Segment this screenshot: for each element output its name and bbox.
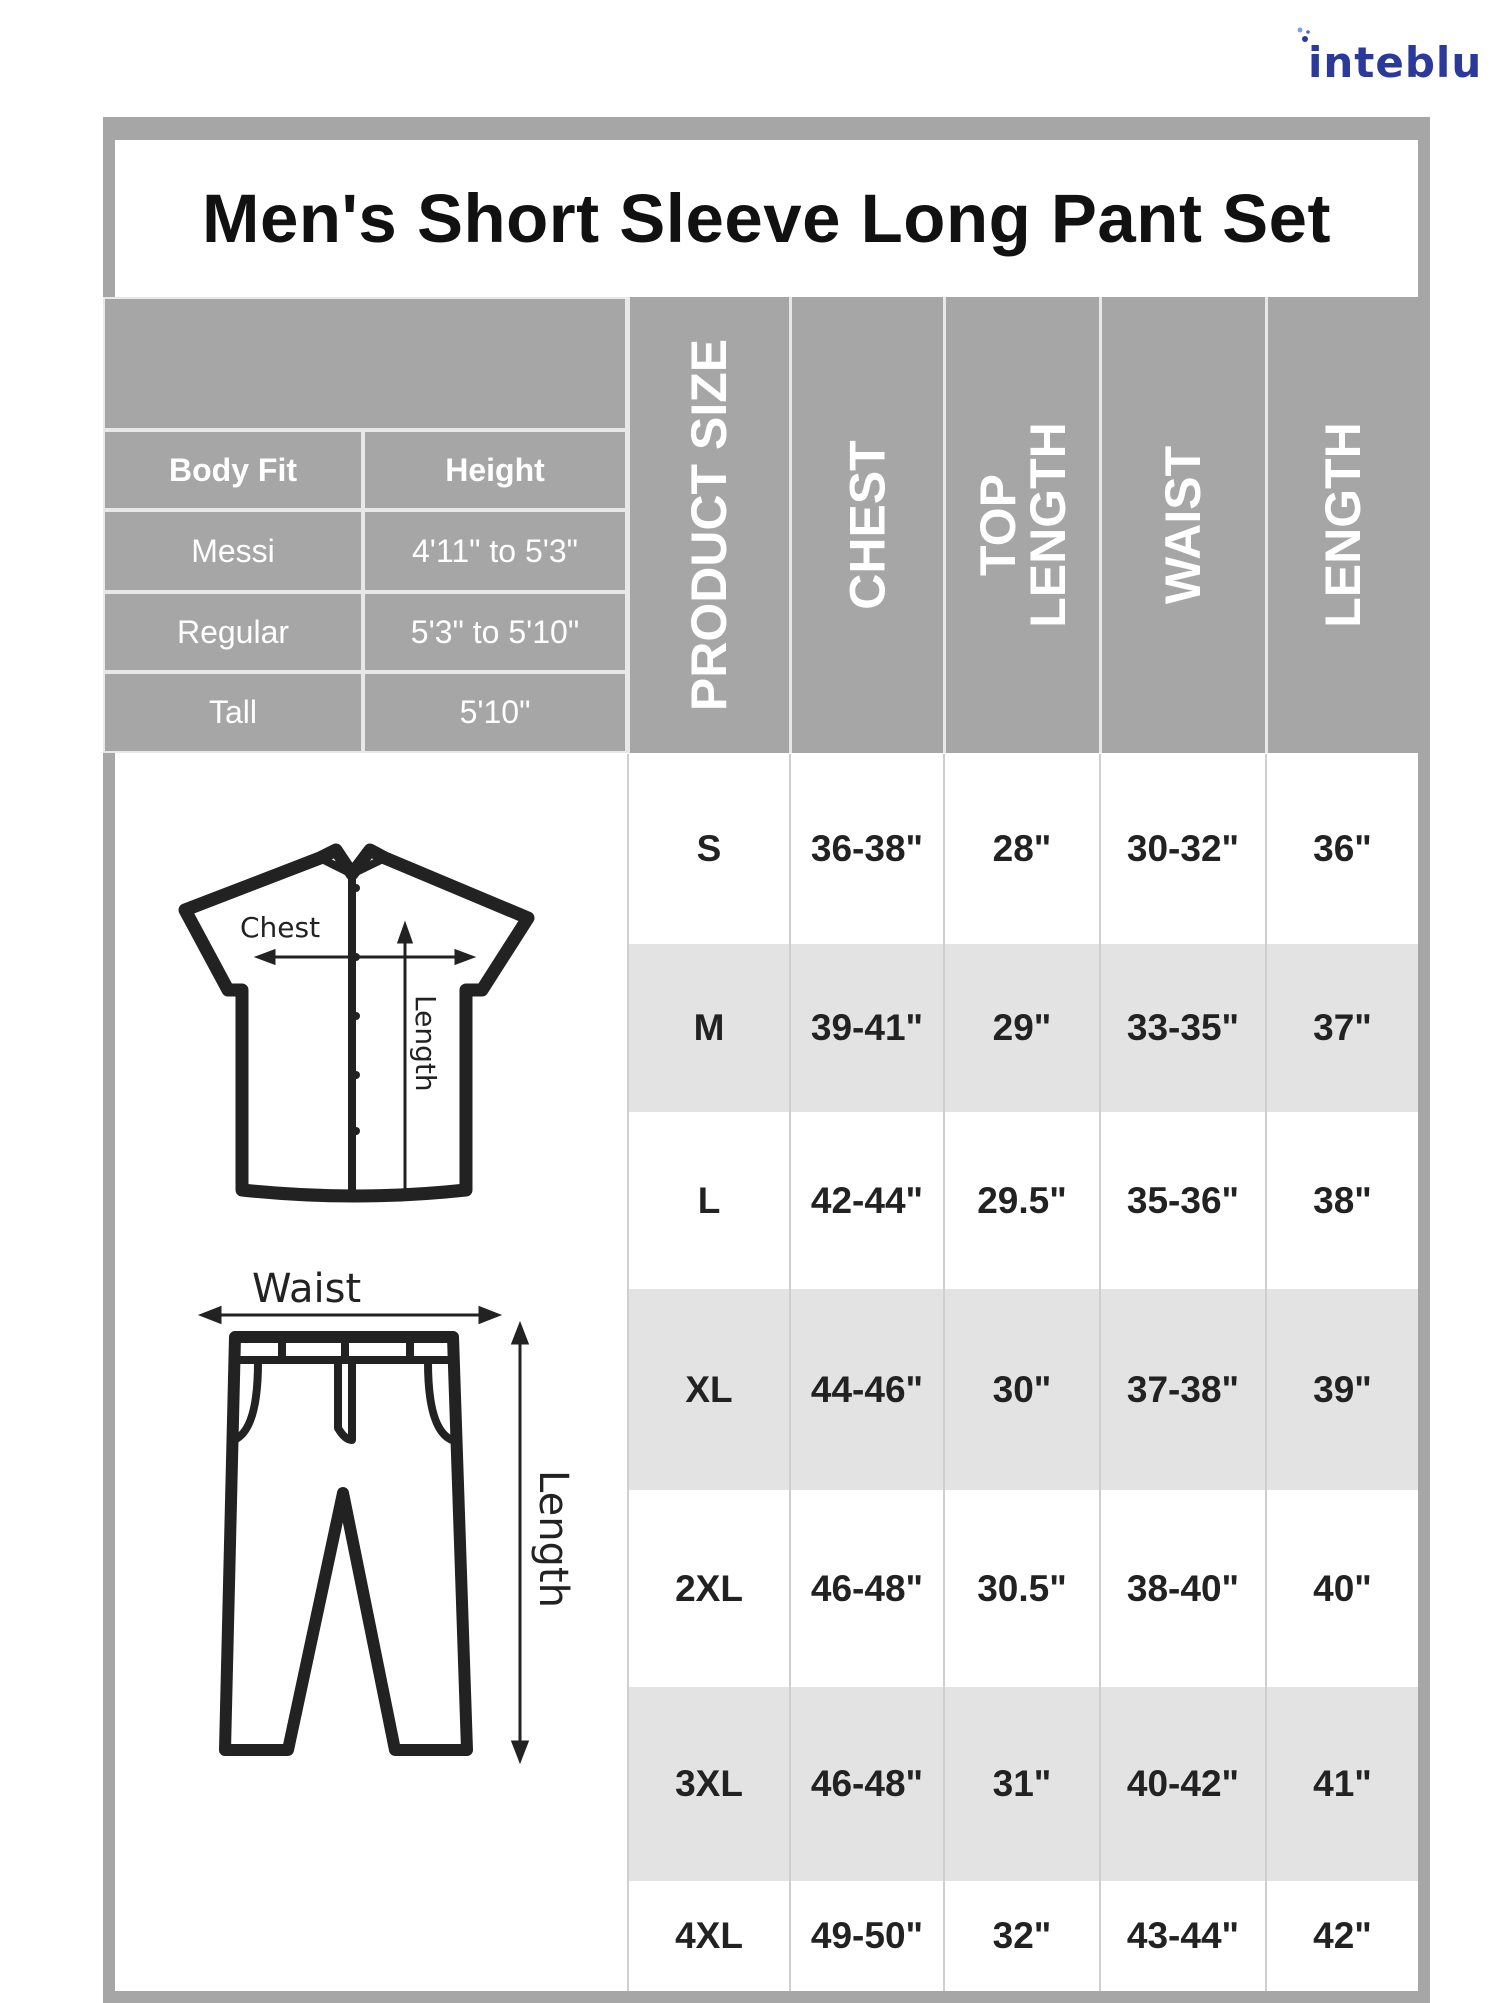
cell-top-length: 31" [943,1687,1099,1881]
table-row: S 36-38" 28" 30-32" 36" [627,754,1418,944]
header-product-size: PRODUCT SIZE [627,297,789,753]
cell-top-length: 29.5" [943,1112,1099,1289]
header-length-label: LENGTH [1315,422,1372,628]
cell-top-length: 28" [943,754,1099,944]
cell-top-length: 29" [943,944,1099,1112]
cell-size: XL [627,1289,789,1490]
height-regular: 5'3" to 5'10" [363,592,627,672]
cell-length: 38" [1265,1112,1418,1289]
cell-waist: 33-35" [1099,944,1265,1112]
cell-chest: 42-44" [789,1112,943,1289]
cell-waist: 30-32" [1099,754,1265,944]
cell-size: S [627,754,789,944]
header-waist: WAIST [1099,297,1265,753]
cell-length: 39" [1265,1289,1418,1490]
table-row: 4XL 49-50" 32" 43-44" 42" [627,1881,1418,1991]
table-row: XL 44-46" 30" 37-38" 39" [627,1289,1418,1490]
cell-top-length: 32" [943,1881,1099,1991]
table-row: L 42-44" 29.5" 35-36" 38" [627,1112,1418,1289]
cell-waist: 40-42" [1099,1687,1265,1881]
table-row: M 39-41" 29" 33-35" 37" [627,944,1418,1112]
cell-chest: 46-48" [789,1490,943,1687]
header-top-length-label: TOP LENGTH [969,422,1076,628]
cell-waist: 43-44" [1099,1881,1265,1991]
table-row: 2XL 46-48" 30.5" 38-40" 40" [627,1490,1418,1687]
body-fit-tall: Tall [103,672,363,753]
height-tall: 5'10" [363,672,627,753]
height-messi: 4'11" to 5'3" [363,510,627,592]
body-fit-header: Body Fit [103,430,363,510]
title-box: Men's Short Sleeve Long Pant Set [115,140,1418,297]
cell-chest: 49-50" [789,1881,943,1991]
cell-chest: 39-41" [789,944,943,1112]
cell-length: 37" [1265,944,1418,1112]
page-title: Men's Short Sleeve Long Pant Set [202,180,1331,257]
logo-dots-icon [1297,27,1310,42]
cell-size: 2XL [627,1490,789,1687]
cell-top-length: 30.5" [943,1490,1099,1687]
cell-size: 4XL [627,1881,789,1991]
cell-size: M [627,944,789,1112]
table-row: 3XL 46-48" 31" 40-42" 41" [627,1687,1418,1881]
header-product-size-label: PRODUCT SIZE [681,338,738,712]
cell-length: 41" [1265,1687,1418,1881]
cell-length: 40" [1265,1490,1418,1687]
cell-waist: 35-36" [1099,1112,1265,1289]
header-chest-label: CHEST [839,440,896,610]
cell-size: 3XL [627,1687,789,1881]
cell-waist: 37-38" [1099,1289,1265,1490]
body-fit-messi: Messi [103,510,363,592]
body-fit-empty-cell [103,297,627,430]
cell-length: 42" [1265,1881,1418,1991]
cell-waist: 38-40" [1099,1490,1265,1687]
body-fit-regular: Regular [103,592,363,672]
header-chest: CHEST [789,297,943,753]
height-header: Height [363,430,627,510]
cell-length: 36" [1265,754,1418,944]
cell-chest: 46-48" [789,1687,943,1881]
cell-top-length: 30" [943,1289,1099,1490]
brand-logo: inteblu [1308,38,1483,87]
cell-size: L [627,1112,789,1289]
header-waist-label: WAIST [1155,445,1212,605]
cell-chest: 44-46" [789,1289,943,1490]
header-top-length: TOP LENGTH [943,297,1099,753]
cell-chest: 36-38" [789,754,943,944]
header-length: LENGTH [1265,297,1418,753]
